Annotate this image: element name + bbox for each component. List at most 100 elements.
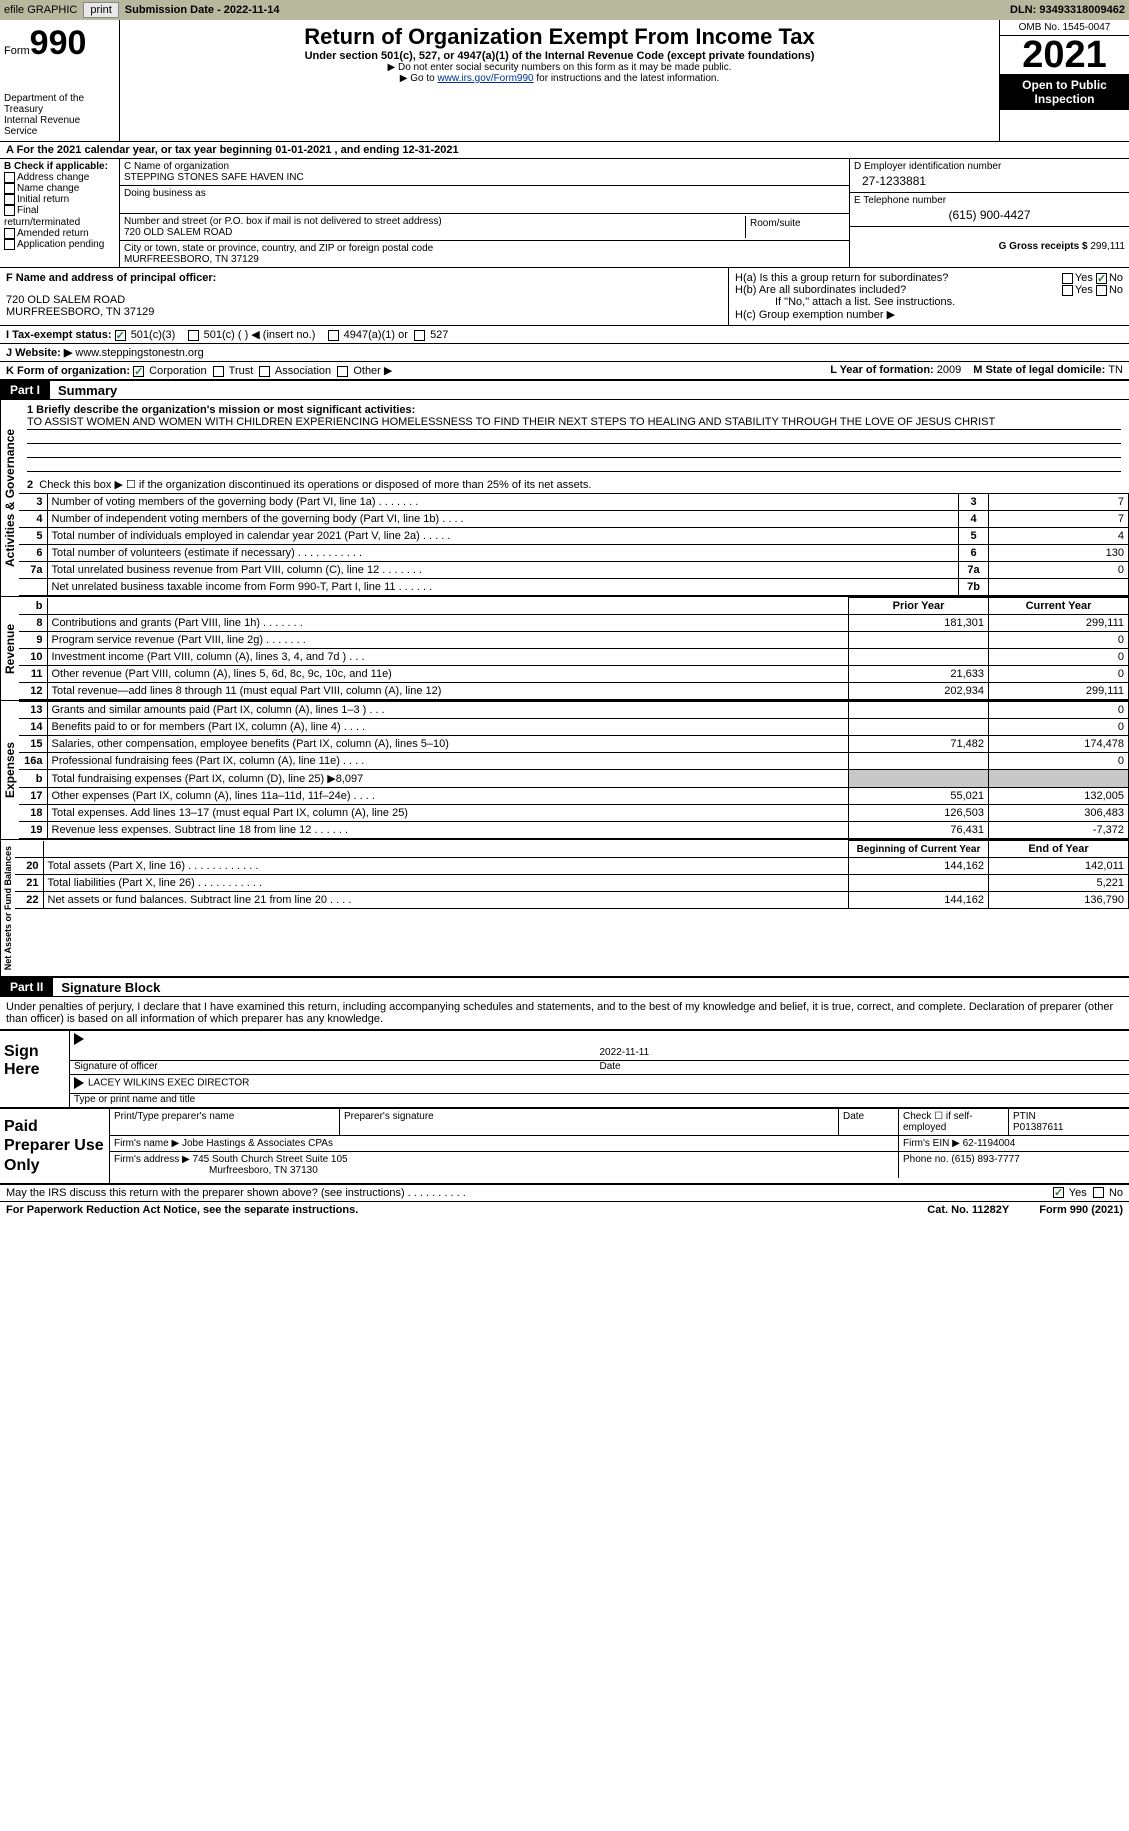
grid-netassets: Beginning of Current YearEnd of Year 20T… xyxy=(15,840,1129,909)
org-city: MURFREESBORO, TN 37129 xyxy=(124,254,845,265)
h-c: H(c) Group exemption number ▶ xyxy=(735,308,1123,321)
table-row: 18Total expenses. Add lines 13–17 (must … xyxy=(19,805,1129,822)
section-b-c-d: B Check if applicable: Address change Na… xyxy=(0,159,1129,268)
cb-527[interactable] xyxy=(414,330,425,341)
cb-discuss-yes[interactable] xyxy=(1053,1187,1064,1198)
officer-addr1: 720 OLD SALEM ROAD xyxy=(6,294,722,306)
cb-application-pending[interactable]: Application pending xyxy=(4,239,115,250)
cb-other[interactable] xyxy=(337,366,348,377)
section-a: A For the 2021 calendar year, or tax yea… xyxy=(0,142,1129,159)
efile-label: efile GRAPHIC xyxy=(4,4,77,16)
state-domicile: TN xyxy=(1108,364,1123,376)
paid-preparer-label: Paid Preparer Use Only xyxy=(0,1109,110,1183)
h-b-note: If "No," attach a list. See instructions… xyxy=(735,296,1123,308)
sign-here-block: Sign Here 2022-11-11 Signature of office… xyxy=(0,1029,1129,1109)
table-row: 5Total number of individuals employed in… xyxy=(19,528,1129,545)
year-formation: 2009 xyxy=(937,364,961,376)
h-a: H(a) Is this a group return for subordin… xyxy=(735,272,1123,284)
part1-activities: Activities & Governance 1 Briefly descri… xyxy=(0,400,1129,597)
paid-preparer-block: Paid Preparer Use Only Print/Type prepar… xyxy=(0,1109,1129,1185)
part1-header: Part I xyxy=(0,381,50,399)
tab-activities: Activities & Governance xyxy=(0,400,19,596)
tab-expenses: Expenses xyxy=(0,701,19,839)
table-row: 21Total liabilities (Part X, line 26) . … xyxy=(15,875,1129,892)
cb-association[interactable] xyxy=(259,366,270,377)
note-link: ▶ Go to www.irs.gov/Form990 for instruct… xyxy=(124,73,995,84)
note-ssn: ▶ Do not enter social security numbers o… xyxy=(124,62,995,73)
org-name: STEPPING STONES SAFE HAVEN INC xyxy=(124,172,845,183)
tax-status-row: I Tax-exempt status: 501(c)(3) 501(c) ( … xyxy=(0,326,1129,344)
cb-4947[interactable] xyxy=(328,330,339,341)
table-row: 11Other revenue (Part VIII, column (A), … xyxy=(19,666,1129,683)
website-value: www.steppingstonestn.org xyxy=(75,347,203,359)
table-row: 19Revenue less expenses. Subtract line 1… xyxy=(19,822,1129,839)
table-row: 14Benefits paid to or for members (Part … xyxy=(19,719,1129,736)
table-row: 7aTotal unrelated business revenue from … xyxy=(19,562,1129,579)
table-row: Net unrelated business taxable income fr… xyxy=(19,579,1129,596)
firm-addr1: 745 South Church Street Suite 105 xyxy=(193,1154,348,1165)
cb-address-change[interactable]: Address change xyxy=(4,172,115,183)
grid-revenue: bPrior YearCurrent Year 8Contributions a… xyxy=(19,597,1129,700)
arrow-icon xyxy=(74,1077,84,1089)
table-row: 12Total revenue—add lines 8 through 11 (… xyxy=(19,683,1129,700)
cb-501c[interactable] xyxy=(188,330,199,341)
ptin: P01387611 xyxy=(1013,1122,1063,1133)
sign-here-label: Sign Here xyxy=(0,1031,70,1107)
discuss-row: May the IRS discuss this return with the… xyxy=(0,1185,1129,1201)
table-row: 20Total assets (Part X, line 16) . . . .… xyxy=(15,858,1129,875)
part1-revenue: Revenue bPrior YearCurrent Year 8Contrib… xyxy=(0,597,1129,701)
form-header: Form990 Department of the Treasury Inter… xyxy=(0,20,1129,142)
table-row: 8Contributions and grants (Part VIII, li… xyxy=(19,615,1129,632)
dln-label: DLN: 93493318009462 xyxy=(1010,4,1125,16)
firm-ein: 62-1194004 xyxy=(963,1138,1016,1149)
cb-final-return[interactable]: Final return/terminated xyxy=(4,205,115,227)
cb-501c3[interactable] xyxy=(115,330,126,341)
table-row: 6Total number of volunteers (estimate if… xyxy=(19,545,1129,562)
tab-netassets: Net Assets or Fund Balances xyxy=(0,840,15,976)
section-d-e-g: D Employer identification number27-12338… xyxy=(849,159,1129,267)
cb-name-change[interactable]: Name change xyxy=(4,183,115,194)
table-row: 3Number of voting members of the governi… xyxy=(19,494,1129,511)
ein: 27-1233881 xyxy=(854,172,1125,190)
part1-title: Summary xyxy=(50,383,117,398)
cb-corporation[interactable] xyxy=(133,366,144,377)
section-c: C Name of organizationSTEPPING STONES SA… xyxy=(120,159,849,267)
part1-header-row: Part I Summary xyxy=(0,381,1129,400)
arrow-icon xyxy=(74,1033,84,1045)
part2-header-row: Part II Signature Block xyxy=(0,978,1129,997)
officer-name: LACEY WILKINS EXEC DIRECTOR xyxy=(88,1078,249,1089)
org-street: 720 OLD SALEM ROAD xyxy=(124,227,745,238)
grid-expenses: 13Grants and similar amounts paid (Part … xyxy=(19,701,1129,839)
officer-addr2: MURFREESBORO, TN 37129 xyxy=(6,306,722,318)
table-row: 10Investment income (Part VIII, column (… xyxy=(19,649,1129,666)
grid-activities: 3Number of voting members of the governi… xyxy=(19,493,1129,596)
section-b: B Check if applicable: Address change Na… xyxy=(0,159,120,267)
print-button[interactable]: print xyxy=(83,2,118,18)
form-title: Return of Organization Exempt From Incom… xyxy=(124,24,995,50)
part1-netassets: Net Assets or Fund Balances Beginning of… xyxy=(0,840,1129,978)
footer-pra: For Paperwork Reduction Act Notice, see … xyxy=(0,1201,1129,1218)
firm-addr2: Murfreesboro, TN 37130 xyxy=(114,1165,318,1176)
form-number: Form990 xyxy=(4,24,115,63)
declaration: Under penalties of perjury, I declare th… xyxy=(0,997,1129,1029)
cb-trust[interactable] xyxy=(213,366,224,377)
table-row: 22Net assets or fund balances. Subtract … xyxy=(15,892,1129,909)
telephone: (615) 900-4427 xyxy=(854,206,1125,224)
h-b: H(b) Are all subordinates included? Yes … xyxy=(735,284,1123,296)
form-subtitle: Under section 501(c), 527, or 4947(a)(1)… xyxy=(124,50,995,62)
table-row: 17Other expenses (Part IX, column (A), l… xyxy=(19,788,1129,805)
submission-label: Submission Date - 2022-11-14 xyxy=(125,4,280,16)
website-row: J Website: ▶ www.steppingstonestn.org xyxy=(0,344,1129,362)
cb-amended-return[interactable]: Amended return xyxy=(4,228,115,239)
section-k-l-m: K Form of organization: Corporation Trus… xyxy=(0,362,1129,381)
cb-initial-return[interactable]: Initial return xyxy=(4,194,115,205)
irs-link[interactable]: www.irs.gov/Form990 xyxy=(437,73,533,84)
cb-discuss-no[interactable] xyxy=(1093,1187,1104,1198)
table-row: bTotal fundraising expenses (Part IX, co… xyxy=(19,770,1129,788)
part2-header: Part II xyxy=(0,978,53,996)
firm-phone: (615) 893-7777 xyxy=(951,1154,1019,1165)
form-ref: Form 990 (2021) xyxy=(1039,1204,1123,1216)
open-to-public: Open to Public Inspection xyxy=(1000,74,1129,110)
part1-expenses: Expenses 13Grants and similar amounts pa… xyxy=(0,701,1129,840)
cat-no: Cat. No. 11282Y xyxy=(927,1204,1009,1216)
